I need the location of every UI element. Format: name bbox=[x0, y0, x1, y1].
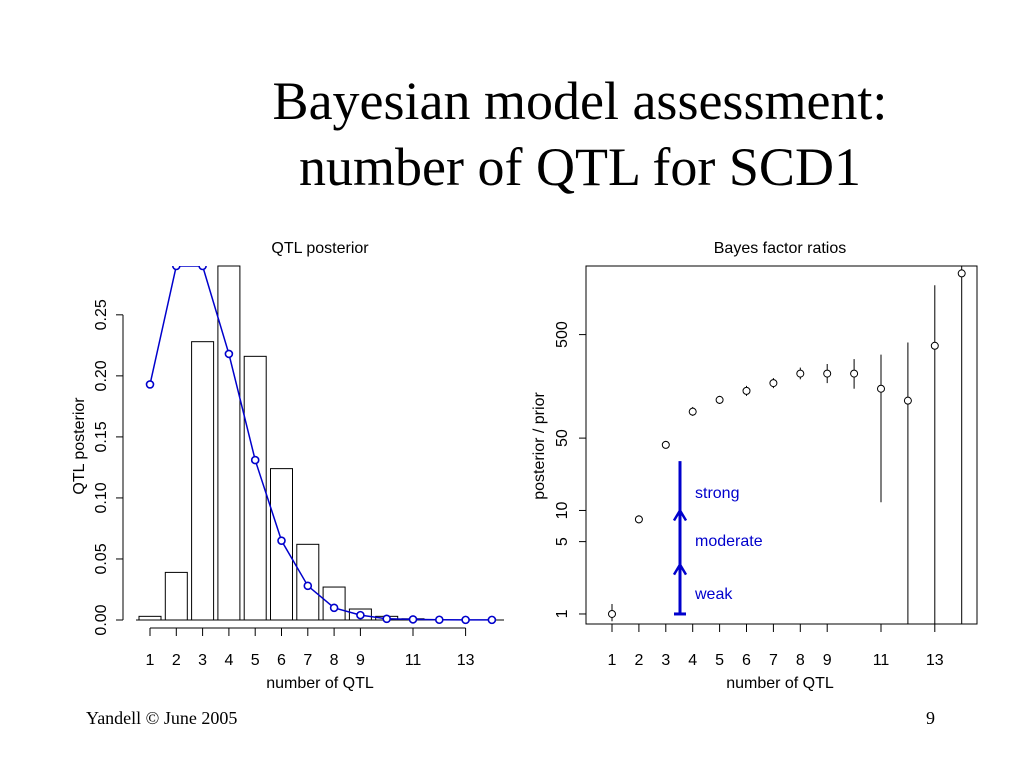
chart2-y-tick-label: 5 bbox=[554, 537, 571, 546]
chart1-y-tick-label: 0.20 bbox=[93, 360, 110, 391]
chart2-point bbox=[742, 386, 751, 395]
chart2-point bbox=[903, 396, 912, 405]
chart1-x-label: number of QTL bbox=[266, 675, 374, 692]
chart1-bar bbox=[243, 355, 267, 621]
chart2-point bbox=[769, 379, 778, 388]
chart2-x-tick-label: 13 bbox=[926, 652, 944, 669]
chart2-x-tick-label: 3 bbox=[661, 652, 670, 669]
chart2-annotation-strong: strong bbox=[695, 485, 739, 502]
chart1-title: QTL posterior bbox=[271, 240, 369, 257]
chart1-bar bbox=[348, 608, 372, 621]
chart1-bar bbox=[164, 571, 188, 621]
chart2-x-tick-label: 5 bbox=[715, 652, 724, 669]
chart1-posterior-point bbox=[408, 615, 418, 624]
chart1-bar bbox=[191, 341, 215, 621]
chart2-x-tick-label: 11 bbox=[873, 652, 890, 669]
chart2-x-tick-label: 4 bbox=[688, 652, 697, 669]
chart1-posterior-point bbox=[224, 349, 234, 359]
chart1-x-tick-label: 1 bbox=[146, 652, 155, 669]
chart1-x-tick-label: 4 bbox=[224, 652, 233, 669]
chart1-x-tick-label: 8 bbox=[330, 652, 339, 669]
chart2-point bbox=[661, 440, 670, 449]
page-number: 9 bbox=[926, 708, 935, 728]
chart1-bar bbox=[217, 265, 241, 621]
chart2-title: Bayes factor ratios bbox=[714, 240, 847, 257]
chart2-y-tick-label: 500 bbox=[554, 321, 571, 348]
chart2-point bbox=[877, 384, 885, 393]
chart1-x-tick-label: 5 bbox=[251, 652, 260, 669]
chart1-posterior-point bbox=[356, 610, 365, 620]
chart2-x-tick-label: 8 bbox=[796, 652, 805, 669]
chart1-x-tick-label: 9 bbox=[356, 652, 365, 669]
chart1-y-label: QTL posterior bbox=[71, 397, 88, 495]
chart1-posterior-point bbox=[172, 266, 181, 271]
chart1-y-tick-label: 0.15 bbox=[93, 421, 110, 452]
chart2-x-tick-label: 2 bbox=[634, 652, 643, 669]
chart1-posterior-line bbox=[149, 266, 492, 621]
chart2-y-label: posterior / prior bbox=[531, 392, 548, 500]
chart2-point bbox=[930, 341, 939, 350]
chart2-annotation-weak: weak bbox=[694, 586, 733, 603]
chart2-x-tick-label: 7 bbox=[769, 652, 778, 669]
chart1-y-tick-label: 0.05 bbox=[93, 543, 110, 574]
chart1-bar bbox=[270, 468, 293, 621]
chart1-bar bbox=[296, 543, 320, 621]
chart2-point bbox=[957, 269, 966, 278]
chart1-posterior-point bbox=[434, 615, 444, 625]
chart1-posterior-point bbox=[145, 380, 155, 389]
chart1-y-tick-label: 0.00 bbox=[93, 604, 110, 635]
chart1-x-tick-label: 13 bbox=[457, 652, 475, 669]
chart2-points-group bbox=[608, 266, 966, 624]
chart2-x-tick-label: 6 bbox=[742, 652, 751, 669]
chart1-x-tick-label: 6 bbox=[277, 652, 286, 669]
chart2-point bbox=[634, 515, 643, 524]
chart2-point bbox=[796, 369, 805, 378]
chart1-posterior-point bbox=[487, 615, 497, 625]
chart2-point bbox=[608, 609, 616, 618]
chart1-y-tick-label: 0.25 bbox=[93, 299, 110, 330]
chart1-x-tick-label: 2 bbox=[172, 652, 181, 669]
chart1-posterior-point bbox=[382, 614, 392, 624]
chart1-posterior-point bbox=[250, 455, 260, 465]
chart2-y-tick-label: 50 bbox=[554, 429, 571, 447]
chart1-bar bbox=[322, 586, 346, 621]
slide-title-line-2: number of QTL for SCD1 bbox=[299, 137, 861, 197]
chart2-point bbox=[850, 369, 859, 378]
slide-title-line-1: Bayesian model assessment: bbox=[272, 71, 888, 131]
chart2-y-tick-label: 10 bbox=[554, 501, 571, 519]
chart2-x-label: number of QTL bbox=[726, 675, 834, 692]
chart1-bar bbox=[138, 615, 162, 621]
chart1-posterior-point bbox=[303, 581, 313, 591]
chart2-y-tick-label: 1 bbox=[554, 609, 571, 618]
chart2-point bbox=[823, 369, 832, 378]
chart2-evidence-arrowhead bbox=[672, 508, 688, 522]
chart1-posterior-point bbox=[461, 615, 470, 625]
chart1-x-tick-label: 7 bbox=[303, 652, 312, 669]
chart1-line-group bbox=[145, 266, 497, 625]
chart2-point bbox=[715, 395, 724, 404]
footer-credit: Yandell © June 2005 bbox=[86, 708, 238, 728]
slide-title: Bayesian model assessment: number of QTL… bbox=[140, 68, 1020, 200]
chart1-y-tick-label: 0.10 bbox=[93, 482, 110, 513]
chart1-posterior-point bbox=[329, 603, 339, 613]
chart1-posterior-point bbox=[277, 536, 286, 545]
chart2-evidence-arrowhead bbox=[672, 562, 688, 576]
chart1-x-tick-label: 11 bbox=[405, 652, 422, 669]
chart2-x-tick-label: 1 bbox=[608, 652, 617, 669]
chart2-frame bbox=[585, 265, 978, 625]
chart1-posterior-point bbox=[198, 266, 207, 271]
chart2-x-tick-label: 9 bbox=[823, 652, 832, 669]
chart2-point bbox=[688, 407, 697, 416]
chart2-annotation-moderate: moderate bbox=[695, 533, 763, 550]
chart1-x-tick-label: 3 bbox=[198, 652, 207, 669]
